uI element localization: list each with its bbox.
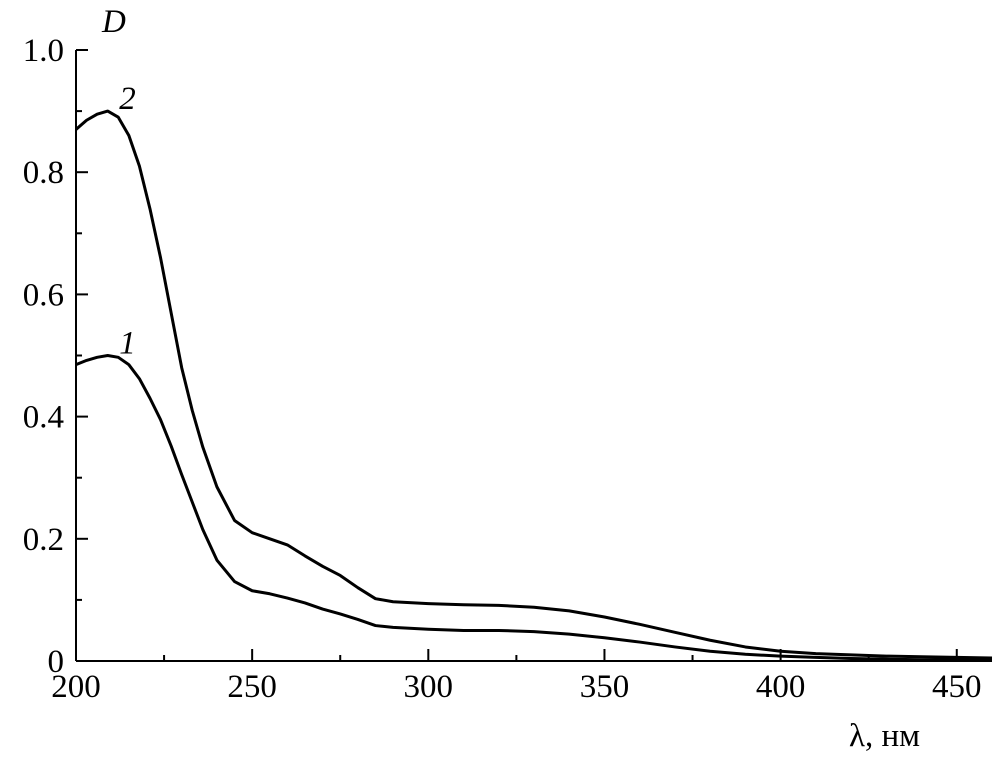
series-layer	[75, 109, 993, 662]
x-axis-label: λ, нм	[849, 718, 920, 754]
labels: 200 250 300 350 400 450 0 0.2 0.4 0.6 0.8 1.0 Dλ, нм…	[23, 4, 982, 754]
x-tick-label: 300	[404, 669, 454, 705]
ticks	[75, 49, 958, 662]
x-tick-label: 450	[932, 669, 982, 705]
x-tick-label: 250	[227, 669, 277, 705]
y-tick-label: 1.0	[23, 33, 64, 69]
series-label-1: 1	[119, 325, 136, 361]
x-tick-label: 200	[51, 669, 101, 705]
y-axis-label: D	[101, 4, 126, 40]
series-line-1	[75, 354, 992, 662]
y-tick-label: 0.4	[23, 400, 64, 436]
series-label-2: 2	[119, 81, 136, 117]
y-tick-label: 0.8	[23, 155, 64, 191]
x-tick-label: 400	[756, 669, 806, 705]
y-tick-label: 0.6	[23, 277, 64, 313]
series-line-2	[75, 109, 993, 660]
axes	[75, 50, 992, 662]
y-tick-label: 0	[48, 644, 65, 680]
x-tick-label: 350	[580, 669, 630, 705]
y-tick-label: 0.2	[23, 522, 64, 558]
